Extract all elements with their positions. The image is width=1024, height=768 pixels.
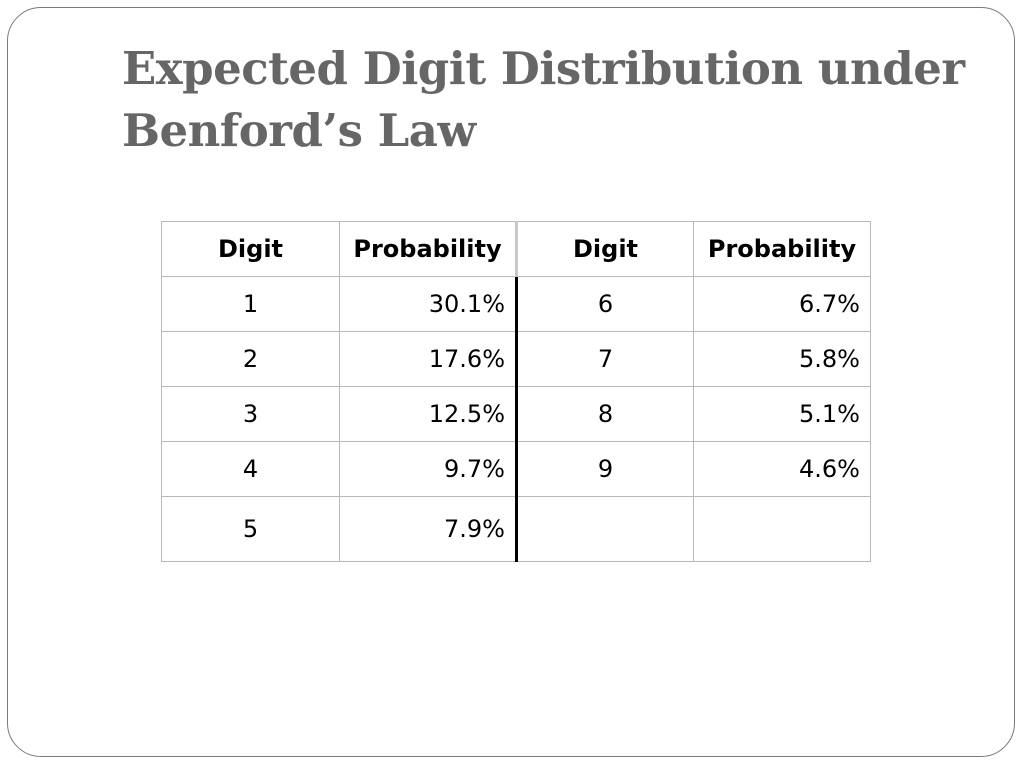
- table-row: 5 7.9%: [161, 496, 871, 562]
- digit-cell: 2: [161, 331, 340, 387]
- table-header-row: Digit Probability Digit Probability: [161, 221, 871, 277]
- digit-cell: 3: [161, 386, 340, 442]
- header-digit-right: Digit: [516, 221, 694, 277]
- digit-cell: 7: [516, 331, 694, 387]
- probability-cell: 7.9%: [339, 496, 518, 562]
- empty-cell: [693, 496, 871, 562]
- benford-digit-table: Digit Probability Digit Probability 1 30…: [161, 221, 871, 562]
- digit-cell: 4: [161, 441, 340, 497]
- digit-cell: 9: [516, 441, 694, 497]
- probability-cell: 12.5%: [339, 386, 518, 442]
- table-row: 2 17.6% 7 5.8%: [161, 331, 871, 387]
- header-digit-left: Digit: [161, 221, 340, 277]
- table-row: 4 9.7% 9 4.6%: [161, 441, 871, 497]
- probability-cell: 6.7%: [693, 276, 871, 332]
- header-probability-left: Probability: [339, 221, 518, 277]
- probability-cell: 17.6%: [339, 331, 518, 387]
- probability-cell: 4.6%: [693, 441, 871, 497]
- digit-cell: 6: [516, 276, 694, 332]
- table-row: 1 30.1% 6 6.7%: [161, 276, 871, 332]
- probability-cell: 30.1%: [339, 276, 518, 332]
- table-row: 3 12.5% 8 5.1%: [161, 386, 871, 442]
- digit-cell: 1: [161, 276, 340, 332]
- probability-cell: 5.1%: [693, 386, 871, 442]
- slide-frame: Expected Digit Distribution under Benfor…: [7, 7, 1015, 757]
- probability-cell: 9.7%: [339, 441, 518, 497]
- digit-cell: 5: [161, 496, 340, 562]
- probability-cell: 5.8%: [693, 331, 871, 387]
- digit-cell: 8: [516, 386, 694, 442]
- header-probability-right: Probability: [693, 221, 871, 277]
- empty-cell: [516, 496, 694, 562]
- slide-title: Expected Digit Distribution under Benfor…: [122, 42, 965, 157]
